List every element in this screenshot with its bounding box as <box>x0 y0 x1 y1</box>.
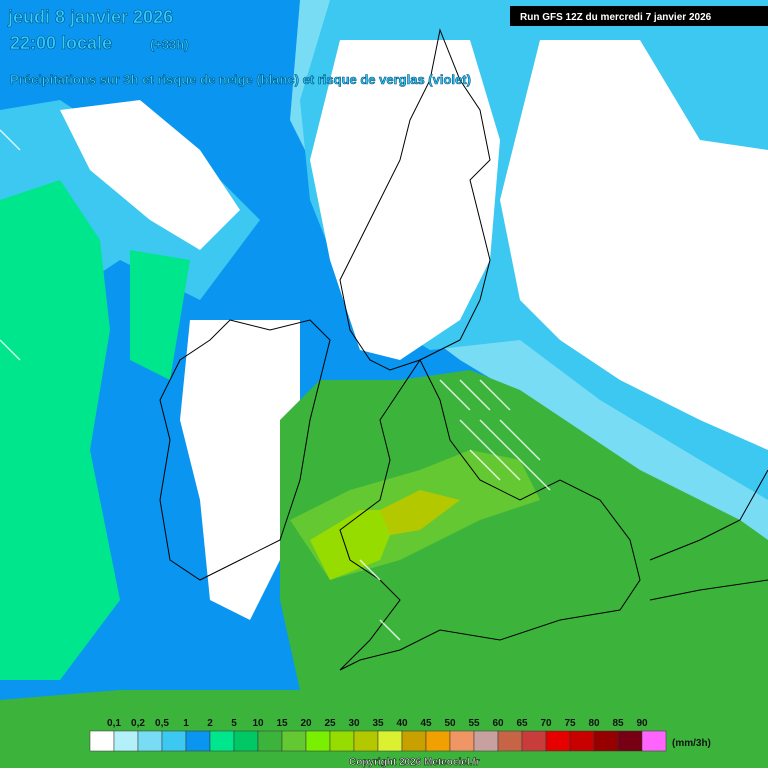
legend-label: 40 <box>396 718 408 729</box>
lead: (+33h) <box>150 37 189 52</box>
header: jeudi 8 janvier 2026 22:00 locale (+33h)… <box>7 7 472 88</box>
legend-label: 10 <box>252 718 264 729</box>
legend-swatch <box>353 730 379 752</box>
legend-swatch <box>257 730 283 752</box>
legend-swatch <box>281 730 307 752</box>
legend-swatch <box>641 730 667 752</box>
legend-label: 50 <box>444 718 456 729</box>
legend-label: 0,2 <box>131 718 145 729</box>
date: jeudi 8 janvier 2026 <box>7 7 173 27</box>
legend-swatch <box>521 730 547 752</box>
copyright: Copyright 2026 Meteociel.fr <box>349 757 480 768</box>
legend-label: 80 <box>588 718 600 729</box>
legend-label: 70 <box>540 718 552 729</box>
legend-label: 55 <box>468 718 480 729</box>
legend-swatch <box>161 730 187 752</box>
legend-swatch <box>233 730 259 752</box>
legend-label: 2 <box>207 718 213 729</box>
legend-swatch <box>113 730 139 752</box>
coastlines <box>159 28 768 671</box>
legend-label: 60 <box>492 718 504 729</box>
legend-swatch <box>185 730 211 752</box>
legend-label: 25 <box>324 718 336 729</box>
legend-label: 20 <box>300 718 312 729</box>
legend-label: 0,5 <box>155 718 169 729</box>
legend-swatch <box>617 730 643 752</box>
legend-label: 15 <box>276 718 288 729</box>
legend-swatch <box>425 730 451 752</box>
ice-risk-hatching <box>0 129 761 641</box>
legend-label: 45 <box>420 718 432 729</box>
legend-swatch <box>401 730 427 752</box>
legend-label: 35 <box>372 718 384 729</box>
legend-label: 75 <box>564 718 576 729</box>
run: Run GFS 12Z du mercredi 7 janvier 2026 <box>520 12 712 23</box>
legend-label: 65 <box>516 718 528 729</box>
legend-swatch <box>305 730 331 752</box>
legend-swatch <box>497 730 523 752</box>
legend-label: 0,1 <box>107 718 121 729</box>
legend-swatch <box>89 730 115 752</box>
legend-swatch <box>209 730 235 752</box>
legend-label: 5 <box>231 718 237 729</box>
legend: 0,1 0,2 0,5 1 2 5 10 15 20 25 30 35 40 45 50 55 60 65 70 75… <box>89 718 667 752</box>
legend-swatch <box>329 730 355 752</box>
legend-label: 90 <box>636 718 648 729</box>
legend-swatch <box>377 730 403 752</box>
run-box <box>510 6 768 26</box>
time: 22:00 locale <box>10 33 112 53</box>
legend-swatch <box>449 730 475 752</box>
legend-swatch <box>569 730 595 752</box>
legend-swatch <box>545 730 571 752</box>
legend-swatch <box>137 730 163 752</box>
subtitle: Précipitations sur 3h et risque de neige… <box>10 72 471 87</box>
unit: (mm/3h) <box>672 738 711 749</box>
legend-label: 1 <box>183 718 189 729</box>
legend-swatch <box>593 730 619 752</box>
legend-swatch <box>473 730 499 752</box>
legend-label: 85 <box>612 718 624 729</box>
legend-label: 30 <box>348 718 360 729</box>
